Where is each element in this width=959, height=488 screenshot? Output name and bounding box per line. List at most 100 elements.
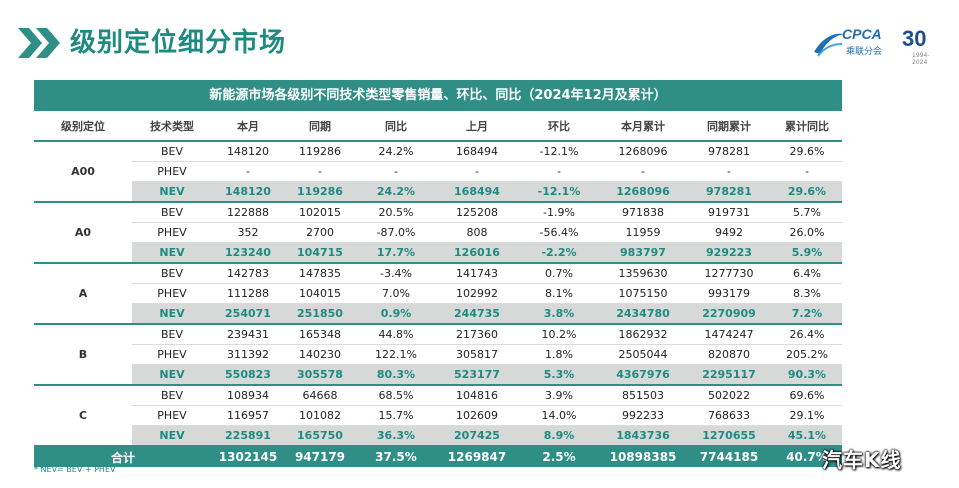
table-cell: - (600, 161, 686, 182)
table-cell: 978281 (686, 181, 772, 203)
chevron-right-icon (18, 28, 60, 58)
total-cell: 10898385 (600, 446, 686, 467)
table-row: NEV 550823 305578 80.3% 523177 5.3% 4367976 229… (34, 364, 842, 386)
table-cell: 305578 (284, 364, 356, 386)
table-cell: 8.1% (518, 283, 600, 304)
table-cell: 311392 (212, 344, 284, 365)
table-cell: 1270655 (686, 425, 772, 447)
table-cell: -87.0% (356, 222, 436, 243)
table-cell: 116957 (212, 405, 284, 426)
table-cell: 24.2% (356, 141, 436, 162)
table-cell: 1268096 (600, 141, 686, 162)
table-cell: 6.4% (772, 263, 842, 284)
table-cell: 15.7% (356, 405, 436, 426)
table-cell: 122.1% (356, 344, 436, 365)
table-cell: 26.0% (772, 222, 842, 243)
table-row: PHEV 352 2700 -87.0% 808 -56.4% 11959 9492 26.0% (34, 222, 842, 243)
table-cell: 165750 (284, 425, 356, 447)
tech-type-cell: BEV (132, 263, 212, 284)
table-body: A00 BEV 148120 119286 24.2% 168494 -12.1% 12680… (34, 141, 842, 447)
column-header: 同期 (284, 111, 356, 142)
table-cell: 808 (436, 222, 518, 243)
table-cell: - (772, 161, 842, 182)
table-cell: 217360 (436, 324, 518, 345)
table-cell: 8.9% (518, 425, 600, 447)
sales-table-panel: 新能源市场各级别不同技术类型零售销量、环比、同比（2024年12月及累计） 级别… (34, 80, 842, 467)
logo-text: CPCA (842, 26, 882, 42)
tech-type-cell: PHEV (132, 222, 212, 243)
table-cell: 122888 (212, 202, 284, 223)
table-cell: 207425 (436, 425, 518, 447)
table-cell: 7.2% (772, 303, 842, 325)
table-cell: 523177 (436, 364, 518, 386)
tech-type-cell: BEV (132, 385, 212, 406)
table-cell: 64668 (284, 385, 356, 406)
table-cell: 119286 (284, 181, 356, 203)
level-cell: A0 (34, 202, 132, 264)
table-cell: 5.3% (518, 364, 600, 386)
table-cell: 1277730 (686, 263, 772, 284)
column-header: 本月 (212, 111, 284, 142)
table-cell: 68.5% (356, 385, 436, 406)
table-cell: 104015 (284, 283, 356, 304)
table-caption: 新能源市场各级别不同技术类型零售销量、环比、同比（2024年12月及累计） (34, 80, 842, 111)
table-cell: 3.8% (518, 303, 600, 325)
table-cell: 919731 (686, 202, 772, 223)
table-cell: 2295117 (686, 364, 772, 386)
table-cell: 26.4% (772, 324, 842, 345)
table-cell: 101082 (284, 405, 356, 426)
total-cell: 947179 (284, 446, 356, 467)
table-cell: 44.8% (356, 324, 436, 345)
table-cell: 993179 (686, 283, 772, 304)
table-cell: 2270909 (686, 303, 772, 325)
table-cell: 9492 (686, 222, 772, 243)
column-header: 环比 (518, 111, 600, 142)
table-cell: 978281 (686, 141, 772, 162)
table-cell: 1862932 (600, 324, 686, 345)
column-header: 同期累计 (686, 111, 772, 142)
table-cell: 205.2% (772, 344, 842, 365)
table-cell: - (436, 161, 518, 182)
table-cell: 3.9% (518, 385, 600, 406)
table-cell: 992233 (600, 405, 686, 426)
table-cell: 80.3% (356, 364, 436, 386)
table-cell: 140230 (284, 344, 356, 365)
table-row: A0 BEV 122888 102015 20.5% 125208 -1.9% 971838 9… (34, 202, 842, 264)
table-cell: 305817 (436, 344, 518, 365)
table-cell: 125208 (436, 202, 518, 223)
tech-type-cell: BEV (132, 324, 212, 345)
table-cell: 254071 (212, 303, 284, 325)
table-cell: - (212, 161, 284, 182)
tech-type-cell: NEV (132, 303, 212, 325)
anniversary-mark: 30 (902, 26, 927, 51)
total-cell: 2.5% (518, 446, 600, 467)
table-cell: 24.2% (356, 181, 436, 203)
column-header: 技术类型 (132, 111, 212, 142)
table-cell: 102609 (436, 405, 518, 426)
tech-type-cell: PHEV (132, 283, 212, 304)
table-cell: 225891 (212, 425, 284, 447)
sales-table: 级别定位 技术类型 本月 同期 同比 上月 环比 本月累计 同期累计 累计同比 A00 BEV 148… (34, 111, 842, 467)
table-cell: 2505044 (600, 344, 686, 365)
table-row: NEV 254071 251850 0.9% 244735 3.8% 2434780 2270… (34, 303, 842, 325)
table-cell: -1.9% (518, 202, 600, 223)
table-cell: 148120 (212, 141, 284, 162)
table-cell: 7.0% (356, 283, 436, 304)
table-cell: 1359630 (600, 263, 686, 284)
table-cell: 148120 (212, 181, 284, 203)
table-cell: 502022 (686, 385, 772, 406)
table-cell: 1.8% (518, 344, 600, 365)
table-cell: 11959 (600, 222, 686, 243)
table-cell: 1075150 (600, 283, 686, 304)
table-cell: 971838 (600, 202, 686, 223)
table-row: NEV 123240 104715 17.7% 126016 -2.2% 983797 929… (34, 242, 842, 264)
tech-type-cell: NEV (132, 242, 212, 264)
table-cell: 36.3% (356, 425, 436, 447)
level-cell: C (34, 385, 132, 447)
table-cell: 104816 (436, 385, 518, 406)
table-cell: - (518, 161, 600, 182)
tech-type-cell: PHEV (132, 161, 212, 182)
table-cell: -56.4% (518, 222, 600, 243)
table-cell: - (356, 161, 436, 182)
logo-swoosh-icon (814, 33, 844, 57)
